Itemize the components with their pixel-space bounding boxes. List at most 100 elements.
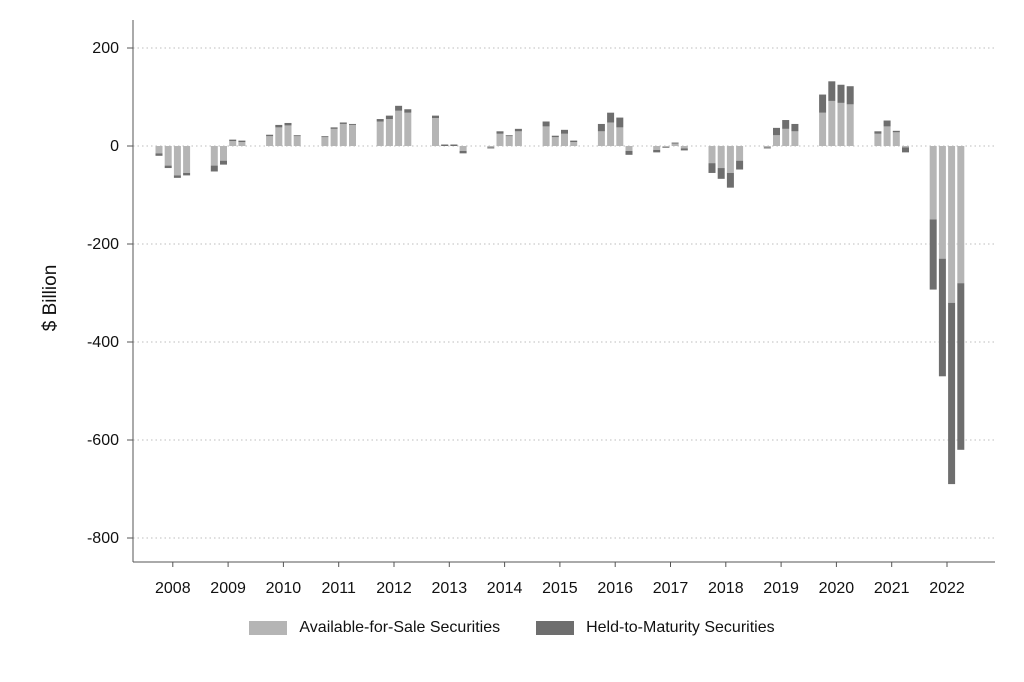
x-tick-label: 2011 — [321, 580, 356, 597]
x-tick-label: 2022 — [929, 580, 965, 597]
bar-afs — [155, 146, 163, 154]
bar-htm — [736, 160, 744, 170]
bar-htm — [773, 127, 780, 136]
bar-htm — [570, 140, 578, 143]
bar-htm — [846, 86, 854, 105]
x-tick-label: 2016 — [597, 580, 633, 597]
bar-htm — [404, 109, 412, 113]
bar-afs — [597, 131, 605, 146]
bar-afs — [948, 146, 956, 303]
bar-htm — [597, 123, 605, 132]
bar-htm — [763, 147, 771, 149]
x-tick-label: 2017 — [653, 580, 689, 597]
bar-afs — [902, 146, 909, 148]
bar-htm — [671, 142, 679, 144]
x-tick-label: 2010 — [266, 580, 302, 597]
bar-afs — [828, 100, 836, 146]
bar-afs — [616, 127, 624, 146]
bar-htm — [459, 150, 467, 154]
bar-htm — [496, 131, 504, 134]
bar-htm — [183, 172, 191, 176]
bar-afs — [376, 121, 384, 146]
x-tick-label: 2018 — [708, 580, 744, 597]
bar-htm — [293, 135, 301, 137]
bar-afs — [183, 146, 191, 173]
legend-item-htm: Held-to-Maturity Securities — [536, 619, 775, 637]
bar-afs — [385, 119, 393, 146]
bar-htm — [284, 122, 292, 126]
x-tick-label: 2008 — [155, 580, 191, 597]
bar-htm — [957, 283, 965, 450]
bar-afs — [680, 146, 688, 149]
x-tick-label: 2012 — [376, 580, 412, 597]
bar-htm — [938, 258, 946, 377]
bar-afs — [229, 141, 237, 146]
bar-htm — [616, 117, 624, 128]
bar-afs — [432, 118, 439, 146]
bar-afs — [874, 133, 882, 146]
legend-item-afs: Available-for-Sale Securities — [249, 619, 500, 637]
bar-htm — [874, 131, 882, 134]
bar-htm — [902, 147, 909, 153]
bar-afs — [726, 146, 734, 173]
bar-htm — [782, 120, 790, 129]
bar-htm — [892, 130, 900, 133]
y-tick-label: -800 — [87, 530, 119, 547]
y-axis-title: $ Billion — [40, 265, 61, 332]
bar-afs — [662, 146, 670, 148]
bar-htm — [376, 119, 384, 122]
bar-afs — [938, 146, 946, 259]
bar-htm — [717, 168, 725, 179]
legend-swatch-htm — [536, 621, 575, 635]
bar-afs — [791, 131, 799, 146]
bar-afs — [763, 146, 771, 148]
legend-label-htm: Held-to-Maturity Securities — [586, 619, 775, 636]
bar-htm — [653, 149, 661, 153]
bar-afs — [275, 127, 283, 146]
bar-htm — [828, 81, 836, 101]
bar-htm — [487, 147, 495, 149]
bar-afs — [459, 146, 467, 151]
bar-afs — [284, 125, 292, 146]
bar-afs — [505, 136, 513, 146]
bar-htm — [321, 136, 329, 138]
bar-afs — [653, 146, 661, 150]
bar-htm — [339, 122, 347, 124]
bar-htm — [929, 219, 937, 290]
bar-htm — [505, 135, 513, 137]
bar-afs — [496, 133, 504, 146]
bar-afs — [819, 112, 827, 146]
bar-afs — [173, 146, 181, 176]
bar-afs — [957, 146, 965, 284]
bar-htm — [791, 123, 799, 132]
bar-htm — [432, 115, 439, 119]
bar-htm — [625, 150, 633, 155]
bar-htm — [883, 120, 891, 127]
bar-htm — [441, 144, 449, 146]
bar-afs — [717, 146, 725, 169]
bar-afs — [266, 136, 274, 146]
y-tick-label: -400 — [87, 334, 119, 351]
x-tick-label: 2021 — [874, 580, 910, 597]
bar-htm — [708, 163, 716, 173]
bar-htm — [514, 128, 522, 132]
bar-htm — [450, 144, 458, 146]
bar-afs — [542, 126, 550, 146]
bar-htm — [561, 129, 568, 134]
bar-htm — [819, 94, 827, 113]
bar-htm — [238, 140, 246, 143]
bar-afs — [321, 137, 329, 146]
bar-afs — [238, 142, 246, 146]
x-tick-label: 2020 — [819, 580, 855, 597]
bar-afs — [736, 146, 744, 161]
bar-htm — [229, 139, 237, 142]
legend-swatch-afs — [249, 621, 288, 635]
bar-htm — [385, 115, 393, 120]
bar-afs — [892, 132, 900, 146]
bar-afs — [929, 146, 937, 220]
y-tick-label: -200 — [87, 236, 119, 253]
bar-afs — [782, 128, 790, 146]
bar-htm — [551, 135, 559, 138]
